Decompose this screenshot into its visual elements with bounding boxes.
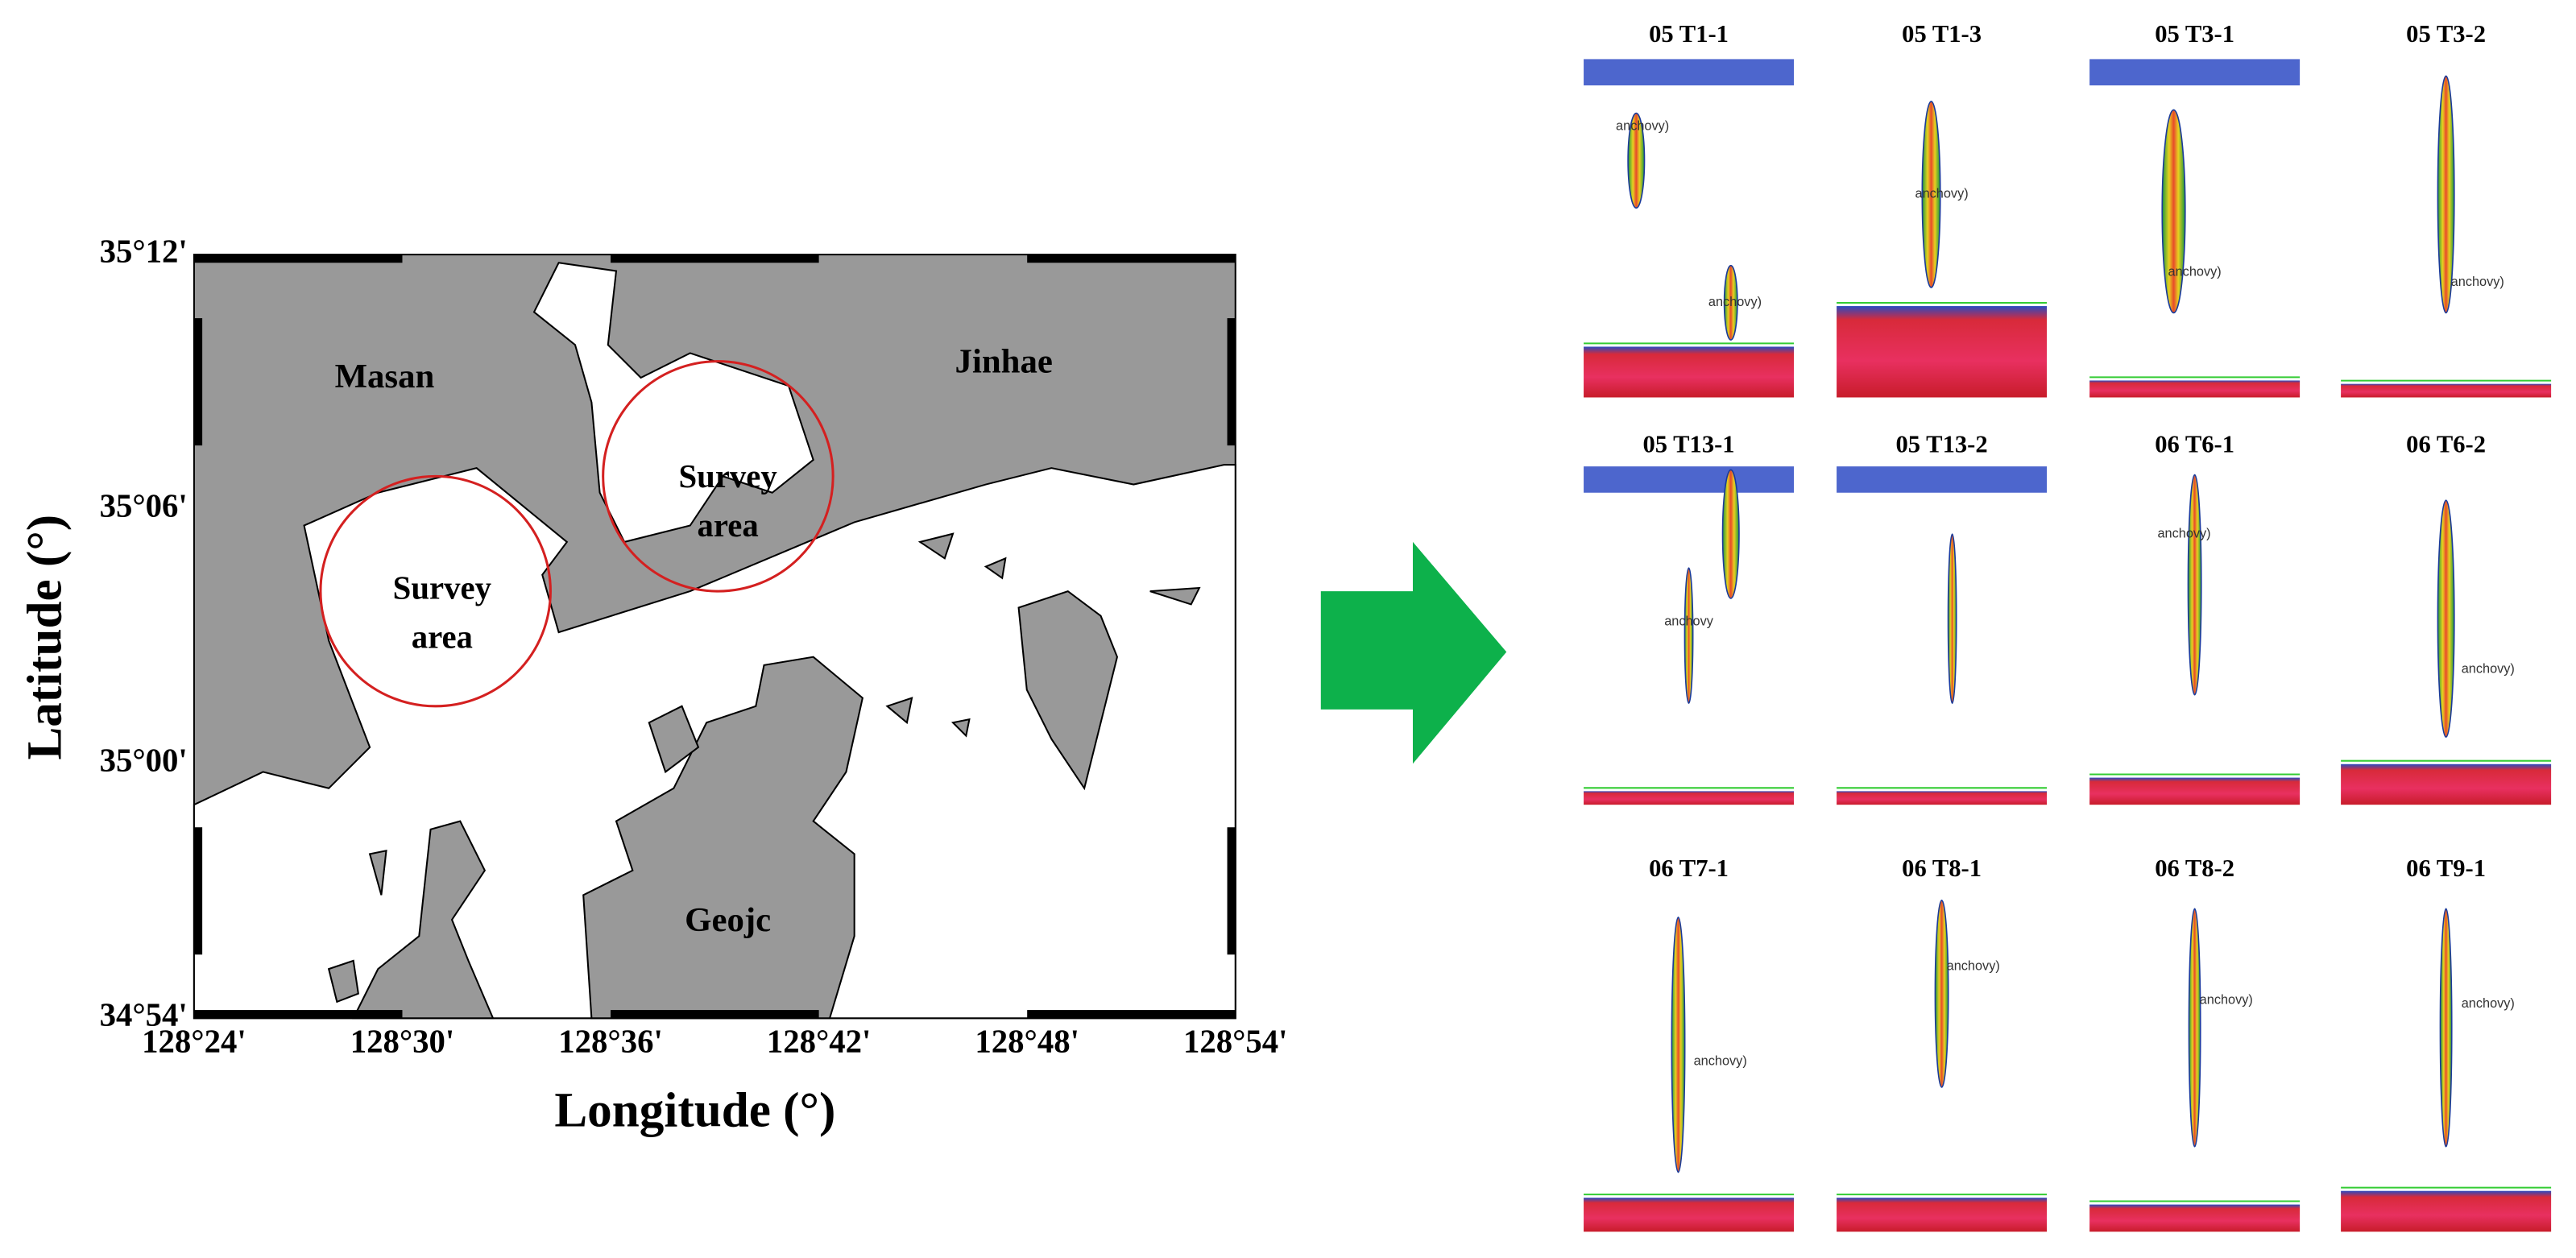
seabed bbox=[2089, 777, 2301, 805]
frame-tick bbox=[193, 254, 403, 263]
school-label: anchovy) bbox=[2462, 996, 2515, 1011]
echogram-bg bbox=[1584, 892, 1795, 1232]
fish-school bbox=[1947, 533, 1957, 704]
school-label: anchovy) bbox=[1915, 187, 1969, 201]
survey-label: area bbox=[412, 619, 473, 656]
fish-school bbox=[2187, 474, 2202, 696]
panel-title: 06 T8-2 bbox=[2155, 855, 2234, 882]
fish-school bbox=[2188, 908, 2201, 1148]
map: Masan Jinhae Geojc Survey area Survey ar… bbox=[18, 254, 1236, 1138]
fish-school bbox=[2439, 908, 2453, 1148]
survey-label: Survey bbox=[393, 569, 491, 606]
panel-title: 06 T8-1 bbox=[1902, 855, 1982, 882]
fish-school bbox=[1671, 917, 1686, 1173]
survey-label: Survey bbox=[678, 458, 777, 495]
echogram-bg bbox=[1584, 59, 1795, 398]
panel-title: 06 T6-2 bbox=[2406, 431, 2486, 458]
place-label: Geojc bbox=[685, 901, 771, 939]
surface-band bbox=[1584, 466, 1795, 493]
seabed bbox=[1837, 1198, 2048, 1232]
seabed bbox=[1584, 791, 1795, 805]
panel-title: 05 T13-1 bbox=[1642, 431, 1734, 458]
echogram-bg bbox=[1837, 466, 2048, 805]
seabed bbox=[2341, 1190, 2552, 1232]
school-label: anchovy) bbox=[1947, 958, 2000, 973]
survey-label: area bbox=[698, 507, 759, 544]
seabed bbox=[2341, 383, 2552, 398]
fish-school bbox=[1921, 101, 1941, 288]
islet bbox=[327, 532, 1201, 1004]
frame-tick bbox=[1027, 254, 1236, 263]
frame-tick bbox=[1227, 318, 1236, 446]
panel-title: 05 T3-1 bbox=[2155, 20, 2234, 48]
seabed bbox=[1584, 346, 1795, 398]
school-label: anchovy) bbox=[2168, 264, 2222, 279]
fish-school bbox=[2437, 75, 2455, 314]
school-label: anchovy) bbox=[2451, 275, 2504, 289]
y-tick-label: 35°00' bbox=[100, 743, 188, 779]
x-tick-label: 128°54' bbox=[1183, 1023, 1288, 1059]
panel-title: 05 T1-3 bbox=[1902, 20, 1982, 48]
school-label: anchovy) bbox=[1616, 119, 1669, 134]
frame-tick bbox=[611, 254, 819, 263]
frame-tick bbox=[1027, 1010, 1236, 1019]
school-label: anchovy) bbox=[1694, 1054, 1747, 1069]
fish-school bbox=[1684, 567, 1694, 704]
surface-band bbox=[1837, 466, 2048, 493]
seabed bbox=[1584, 1198, 1795, 1232]
y-tick-label: 35°06' bbox=[100, 488, 188, 524]
x-tick-label: 128°42' bbox=[767, 1023, 872, 1059]
panel-title: 05 T3-2 bbox=[2406, 20, 2486, 48]
echogram-panels: 05 T1-1 anchovy) anchovy) 05 T1-3 anchovy) 05… bbox=[1584, 20, 2552, 1232]
panel-title: 05 T13-2 bbox=[1896, 431, 1988, 458]
x-tick-label: 128°30' bbox=[350, 1023, 455, 1059]
frame-tick bbox=[193, 827, 203, 955]
seabed bbox=[1837, 306, 2048, 398]
x-tick-label: 128°36' bbox=[558, 1023, 663, 1059]
survey-circle bbox=[319, 474, 552, 708]
seabed bbox=[1837, 791, 2048, 805]
echogram-bg bbox=[2089, 59, 2301, 398]
frame-tick bbox=[193, 318, 203, 446]
y-tick-label: 34°54' bbox=[100, 997, 188, 1033]
fish-school bbox=[1723, 264, 1738, 341]
x-tick-label: 128°24' bbox=[142, 1023, 246, 1059]
survey-circle bbox=[602, 360, 835, 593]
fish-school bbox=[1934, 900, 1949, 1088]
school-label: anchovy bbox=[1664, 615, 1714, 629]
school-label: anchovy) bbox=[1708, 295, 1762, 309]
surface-band bbox=[1584, 59, 1795, 86]
frame-tick bbox=[193, 1010, 403, 1019]
school-label: anchovy) bbox=[2157, 526, 2210, 540]
y-axis-label: Latitude (°) bbox=[18, 515, 72, 760]
fish-school bbox=[1627, 112, 1646, 209]
fish-school bbox=[2437, 499, 2455, 738]
place-label: Jinhae bbox=[955, 343, 1053, 381]
seabed bbox=[2089, 1204, 2301, 1232]
panel-title: 06 T9-1 bbox=[2406, 855, 2486, 882]
fish-school bbox=[2161, 109, 2186, 314]
frame-tick bbox=[1227, 827, 1236, 955]
y-tick-label: 35°12' bbox=[100, 233, 188, 269]
island bbox=[352, 820, 495, 1020]
island bbox=[1017, 590, 1118, 791]
school-label: anchovy) bbox=[2200, 993, 2253, 1008]
island bbox=[582, 656, 863, 1020]
panel-title: 06 T6-1 bbox=[2155, 431, 2234, 458]
school-label: anchovy) bbox=[2462, 661, 2515, 676]
seabed bbox=[2089, 380, 2301, 398]
fish-school bbox=[1721, 469, 1740, 599]
panel-title: 05 T1-1 bbox=[1649, 20, 1729, 48]
arrow bbox=[1320, 541, 1507, 764]
x-axis-label: Longitude (°) bbox=[554, 1083, 835, 1138]
surface-band bbox=[2089, 59, 2301, 86]
x-tick-label: 128°48' bbox=[975, 1023, 1079, 1059]
place-label: Masan bbox=[335, 358, 435, 395]
panel-title: 06 T7-1 bbox=[1649, 855, 1729, 882]
frame-tick bbox=[611, 1010, 819, 1019]
frame-ticks bbox=[193, 254, 1236, 1019]
seabed bbox=[2341, 763, 2552, 805]
